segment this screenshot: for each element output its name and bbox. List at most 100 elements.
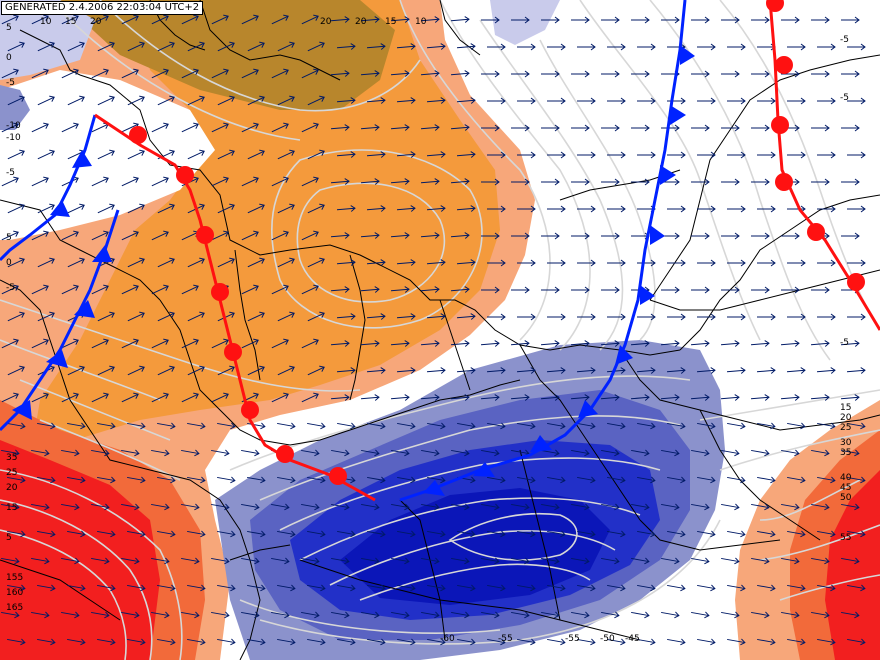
contour-label-left: 0 xyxy=(6,53,12,63)
wind-arrow xyxy=(277,365,295,376)
wind-arrow xyxy=(211,557,230,565)
wind-arrow xyxy=(457,530,476,538)
wind-arrow xyxy=(691,503,710,511)
wind-arrow xyxy=(697,43,716,51)
wind-arrow xyxy=(750,340,770,347)
wind-arrow xyxy=(277,149,295,160)
wind-arrow xyxy=(336,259,356,266)
wind-arrow xyxy=(607,530,626,538)
wind-arrow xyxy=(847,422,866,430)
contour-label-right: 45 xyxy=(840,483,851,493)
contour-label-left: 5 xyxy=(6,533,12,543)
wind-arrow xyxy=(247,638,266,646)
wind-arrow xyxy=(756,367,776,374)
wind-arrow xyxy=(420,394,440,401)
wind-arrow xyxy=(390,286,410,293)
wind-arrow xyxy=(577,43,596,51)
wind-arrow xyxy=(817,584,836,592)
wind-arrow xyxy=(691,611,710,619)
wind-arrow xyxy=(187,41,205,52)
wind-arrow xyxy=(97,41,115,52)
wind-arrow xyxy=(307,530,326,538)
wind-arrow xyxy=(757,530,776,538)
wind-arrow xyxy=(157,422,176,430)
wind-arrow xyxy=(91,230,109,241)
wind-arrow xyxy=(847,205,866,213)
wind-arrow xyxy=(577,313,596,321)
wind-arrow xyxy=(97,311,115,322)
wind-arrow xyxy=(607,259,626,267)
wind-arrow xyxy=(787,97,806,105)
wind-arrow xyxy=(361,449,380,457)
wind-arrow xyxy=(757,205,776,213)
wind-arrow xyxy=(577,530,596,538)
wind-arrow xyxy=(661,286,680,294)
wind-arrow xyxy=(451,503,470,511)
wind-arrow xyxy=(817,43,836,51)
wind-arrow xyxy=(247,257,265,268)
wind-arrow xyxy=(241,611,260,619)
wind-arrow xyxy=(661,449,680,457)
wind-arrow xyxy=(456,43,476,50)
wind-arrow xyxy=(450,70,470,77)
wind-arrow xyxy=(127,530,146,538)
wind-arrow xyxy=(367,530,386,538)
wind-arrow xyxy=(247,41,265,52)
wind-arrow xyxy=(187,638,206,646)
contour-label-right: 30 xyxy=(840,438,852,448)
wind-arrow xyxy=(811,611,830,619)
wind-arrow xyxy=(241,176,259,187)
wind-arrow xyxy=(457,422,476,430)
wind-arrow xyxy=(31,611,50,619)
wind-arrow xyxy=(277,584,296,592)
wind-arrow xyxy=(37,257,55,268)
wind-arrow xyxy=(697,584,716,592)
wind-arrow xyxy=(330,232,350,239)
wind-arrow xyxy=(390,340,410,347)
wind-arrow xyxy=(577,638,596,646)
wind-arrow xyxy=(637,259,656,267)
wind-arrow xyxy=(181,68,199,79)
wind-arrow xyxy=(151,557,170,565)
wind-arrow xyxy=(481,611,500,619)
wind-arrow xyxy=(720,394,740,401)
wind-arrow xyxy=(37,476,56,484)
contour-label-left: -5 xyxy=(6,283,15,293)
wind-arrow xyxy=(841,449,860,457)
wind-arrow xyxy=(721,232,740,240)
wind-arrow xyxy=(7,41,25,52)
wind-arrow xyxy=(547,259,566,267)
wind-arrow xyxy=(547,43,566,51)
wind-arrow xyxy=(481,449,500,457)
wind-arrow xyxy=(577,476,596,484)
wind-arrow xyxy=(637,151,656,159)
wind-arrow xyxy=(577,584,596,592)
wind-arrow xyxy=(661,611,680,619)
wind-arrow xyxy=(67,203,85,214)
wind-arrow xyxy=(307,95,325,106)
wind-arrow xyxy=(361,611,380,619)
wind-arrow xyxy=(1,503,20,511)
wind-arrow xyxy=(271,557,290,565)
contour-label-right: -5 xyxy=(840,93,849,103)
wind-arrow xyxy=(391,611,410,619)
wind-arrow xyxy=(571,557,590,565)
wind-arrow xyxy=(847,259,866,267)
wind-arrow xyxy=(301,557,320,565)
wind-arrow xyxy=(517,259,536,267)
wind-arrow xyxy=(817,97,836,105)
wind-arrow xyxy=(61,230,79,241)
wind-arrow xyxy=(781,449,800,457)
wind-arrow xyxy=(691,557,710,565)
wind-arrow xyxy=(211,122,229,133)
wind-arrow xyxy=(571,286,590,294)
wind-arrow xyxy=(277,422,296,430)
wind-arrow xyxy=(271,338,289,349)
wind-arrow xyxy=(727,422,746,430)
wind-arrow xyxy=(151,338,169,349)
wind-arrow xyxy=(420,178,440,185)
wind-arrow xyxy=(67,257,85,268)
wind-arrow xyxy=(661,557,680,565)
wind-arrow xyxy=(637,43,656,51)
